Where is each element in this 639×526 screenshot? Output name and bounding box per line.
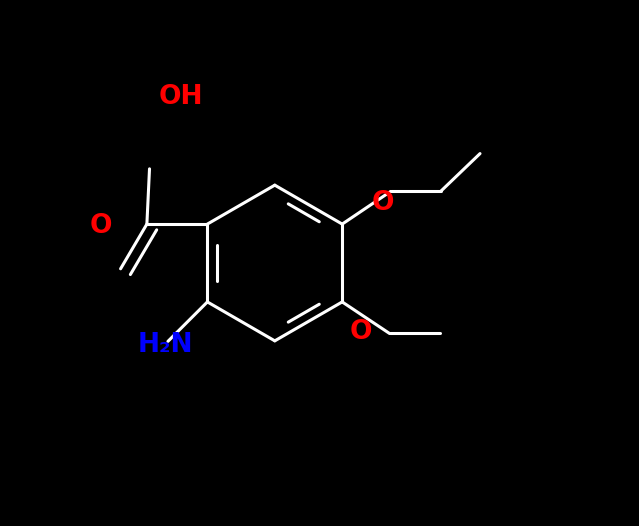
Text: O: O <box>90 213 112 239</box>
Text: OH: OH <box>159 84 204 110</box>
Text: O: O <box>350 319 372 346</box>
Text: H₂N: H₂N <box>138 331 194 358</box>
Text: O: O <box>371 189 394 216</box>
